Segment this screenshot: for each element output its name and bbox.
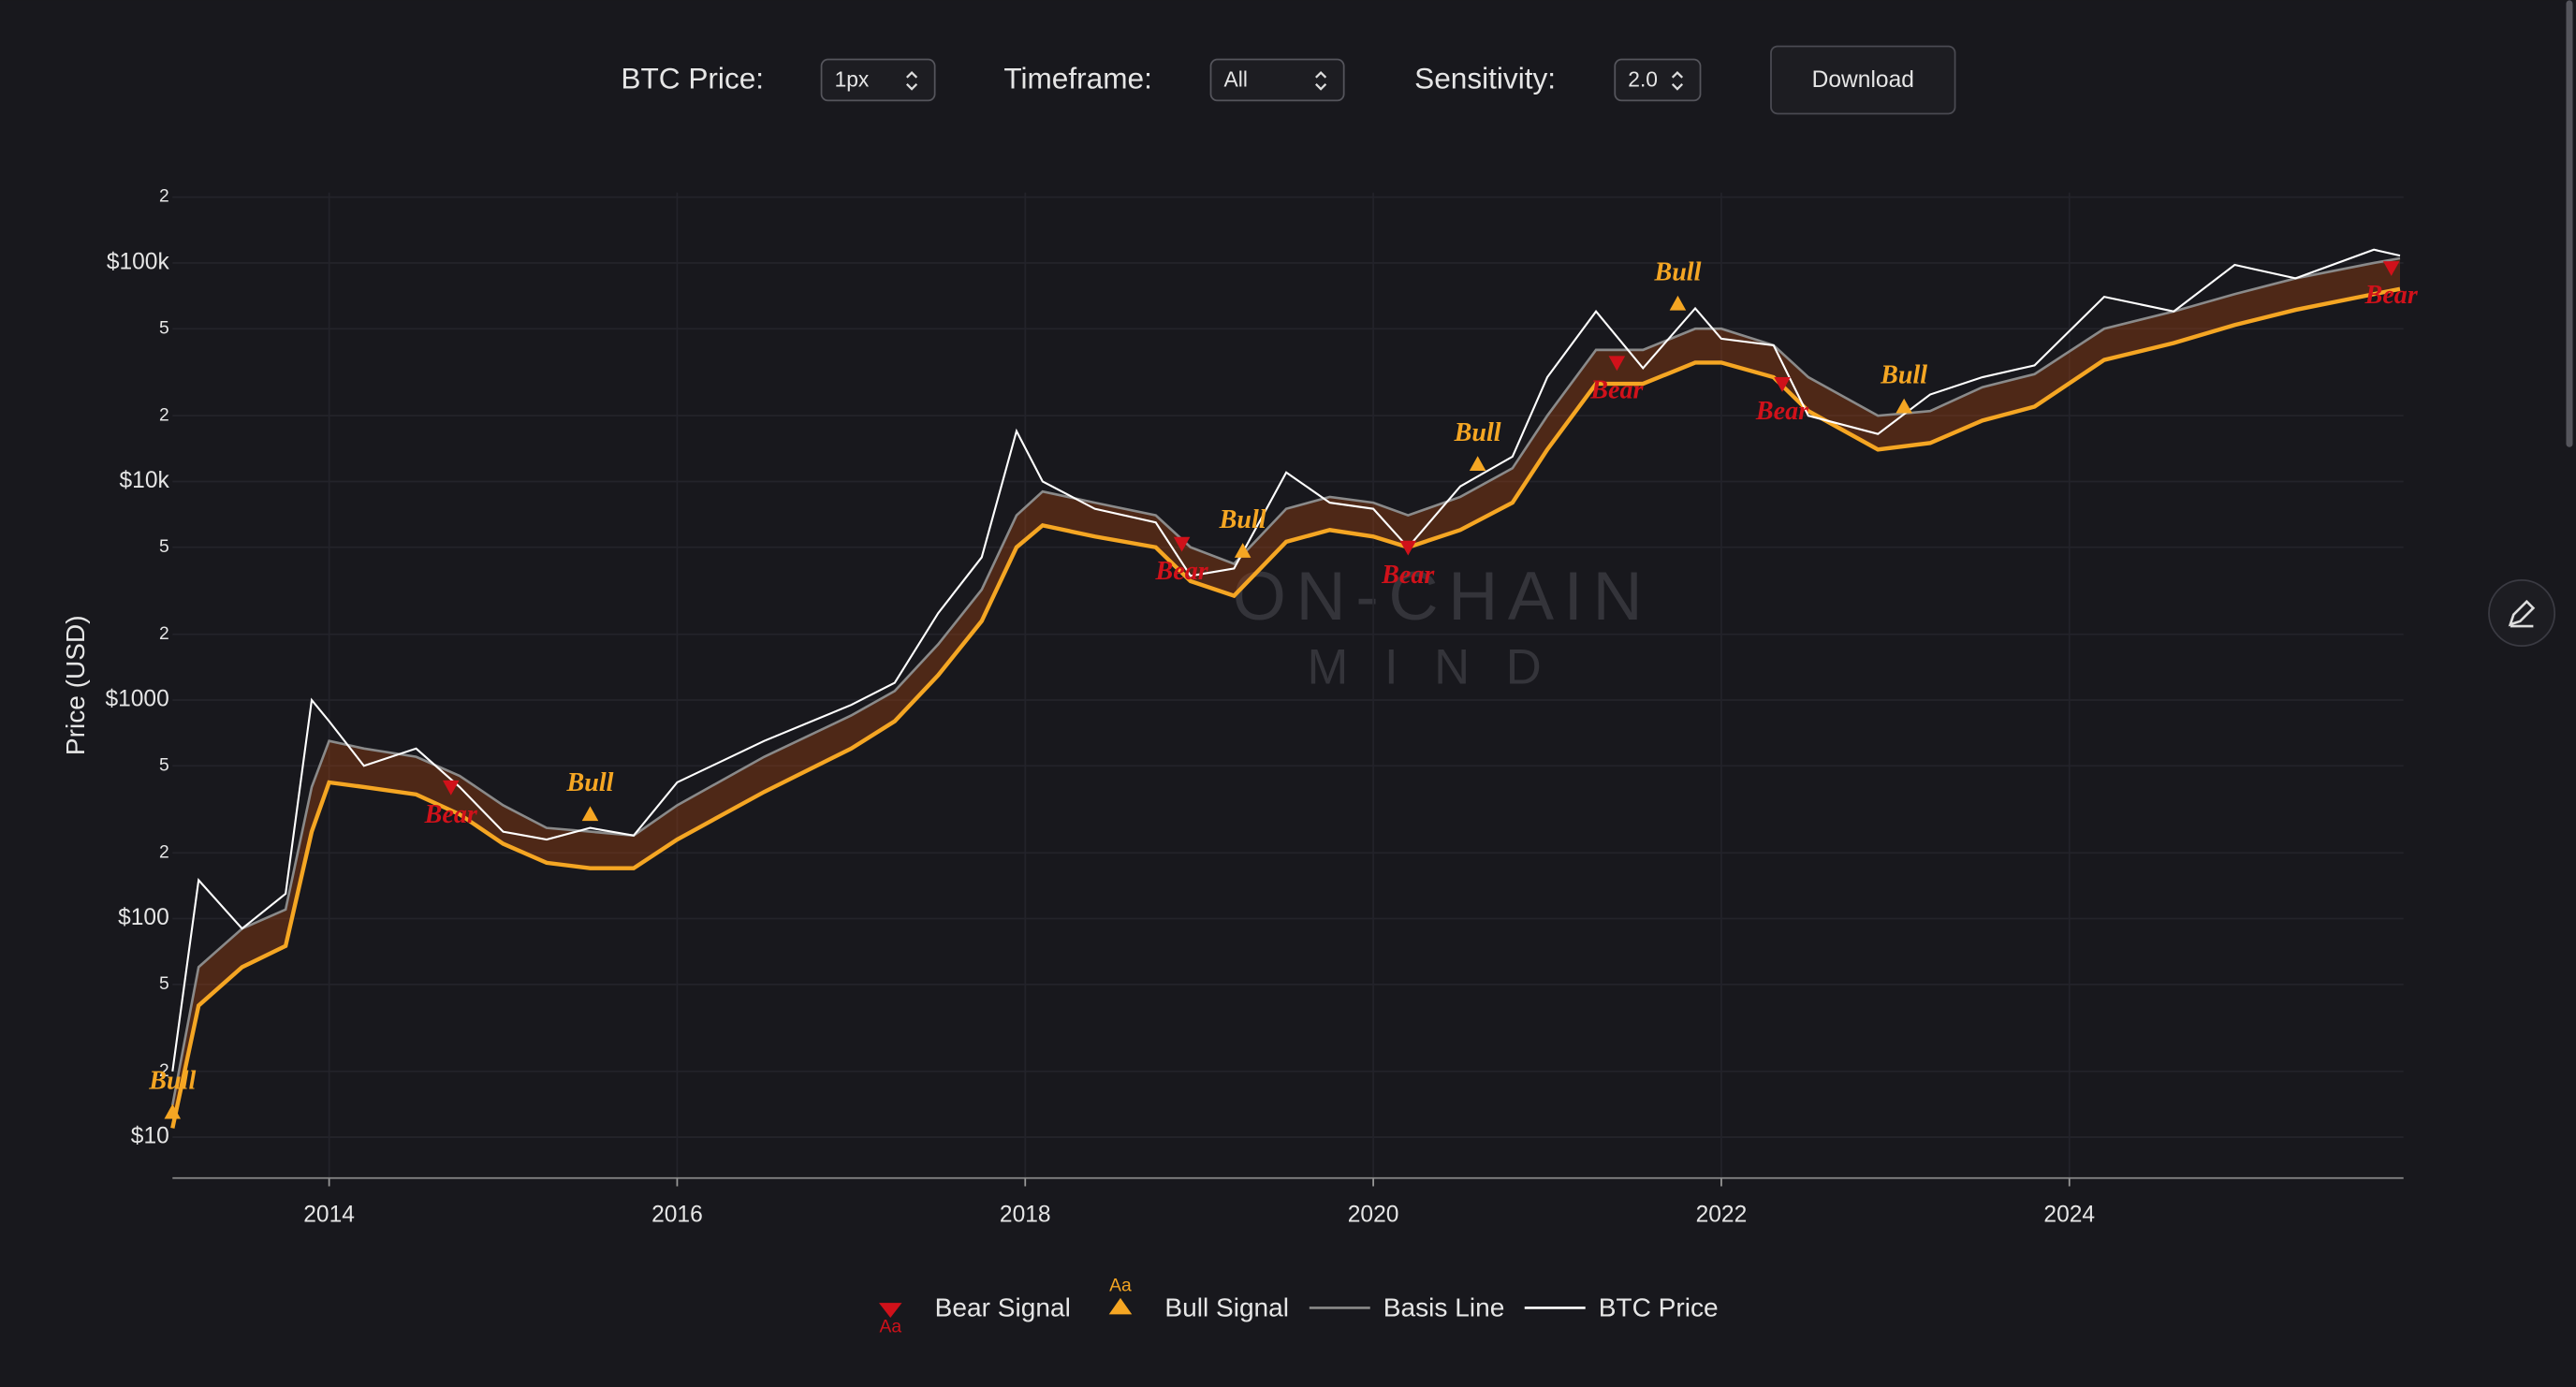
legend-label: Bull Signal bbox=[1164, 1293, 1289, 1322]
select[interactable] bbox=[1209, 58, 1345, 102]
control-label: BTC Price: bbox=[621, 62, 764, 95]
download-button[interactable] bbox=[1770, 45, 1956, 115]
signal-marker bbox=[1234, 543, 1251, 558]
x-tick-label: 2020 bbox=[1348, 1203, 1399, 1228]
signal-label: Bull bbox=[1454, 418, 1501, 447]
signal-marker bbox=[2382, 261, 2400, 276]
signal-label: Bull bbox=[1653, 257, 1701, 286]
y-tick-label: 2 bbox=[159, 842, 169, 862]
signal-marker bbox=[1469, 456, 1486, 472]
watermark: ON-CHAIN bbox=[1233, 557, 1653, 635]
y-tick-label: 5 bbox=[159, 537, 169, 557]
select-arrows bbox=[906, 70, 918, 91]
lower-band bbox=[170, 286, 2401, 1129]
x-tick-label: 2014 bbox=[303, 1203, 355, 1228]
legend-label: Basis Line bbox=[1383, 1293, 1505, 1322]
y-tick-label: 2 bbox=[159, 187, 169, 207]
y-tick-label: 2 bbox=[159, 624, 169, 644]
x-tick-label: 2018 bbox=[1000, 1203, 1051, 1228]
legend-marker bbox=[1108, 1297, 1133, 1315]
select-value[interactable]: 1px bbox=[835, 66, 870, 91]
y-tick-label: $10k bbox=[120, 468, 170, 493]
y-tick-label: 2 bbox=[159, 1061, 169, 1081]
signal-marker bbox=[581, 806, 599, 822]
signal-marker bbox=[1608, 356, 1626, 372]
y-tick-label: $100k bbox=[107, 249, 170, 274]
signal-label: Bear bbox=[1155, 557, 1209, 586]
control-label: Timeframe: bbox=[1003, 62, 1152, 95]
select[interactable] bbox=[820, 58, 936, 102]
y-tick-label: $1000 bbox=[105, 686, 168, 711]
y-tick-label: $10 bbox=[131, 1124, 169, 1149]
select-value[interactable]: All bbox=[1224, 66, 1248, 91]
edit-button[interactable] bbox=[2488, 579, 2556, 647]
signal-label: Bull bbox=[566, 768, 614, 797]
signal-marker bbox=[1399, 540, 1417, 556]
legend-label: BTC Price bbox=[1599, 1293, 1719, 1322]
x-tick-label: 2022 bbox=[1696, 1203, 1748, 1228]
legend-marker-text: Aa bbox=[1109, 1277, 1132, 1296]
legend-marker bbox=[878, 1303, 902, 1318]
signal-marker bbox=[1895, 398, 1912, 414]
watermark: MIND bbox=[1307, 639, 1577, 694]
signal-marker bbox=[1173, 536, 1191, 552]
signal-label: Bear bbox=[1381, 561, 1435, 590]
signal-marker bbox=[164, 1103, 182, 1119]
control-label: Sensitivity: bbox=[1414, 62, 1556, 95]
signal-label: Bear bbox=[1589, 375, 1644, 404]
signal-marker bbox=[1669, 295, 1687, 311]
signal-label: Bull bbox=[1880, 360, 1927, 389]
download-label[interactable]: Download bbox=[1812, 67, 1914, 93]
select[interactable] bbox=[1614, 58, 1702, 102]
signal-label: Bear bbox=[1755, 397, 1809, 426]
signal-label: Bull bbox=[1219, 505, 1266, 534]
legend-label: Bear Signal bbox=[935, 1293, 1071, 1322]
series-line bbox=[170, 256, 2401, 1106]
signal-marker bbox=[1774, 377, 1791, 392]
y-tick-label: 5 bbox=[159, 318, 169, 338]
edit-icon bbox=[2508, 599, 2536, 628]
select-arrows bbox=[1671, 70, 1684, 91]
x-tick-label: 2016 bbox=[651, 1203, 703, 1228]
signal-label: Bear bbox=[2364, 281, 2419, 310]
y-tick-label: $100 bbox=[118, 905, 169, 930]
select-arrows bbox=[1315, 70, 1327, 91]
x-tick-label: 2024 bbox=[2043, 1203, 2095, 1228]
signal-label: Bear bbox=[424, 800, 478, 829]
y-tick-label: 2 bbox=[159, 405, 169, 425]
scrollbar[interactable] bbox=[2566, 0, 2573, 447]
signal-label: Bull bbox=[148, 1066, 196, 1095]
y-tick-label: 5 bbox=[159, 755, 169, 775]
signal-marker bbox=[442, 780, 460, 796]
legend-marker-text: Aa bbox=[879, 1318, 901, 1337]
y-tick-label: 5 bbox=[159, 974, 169, 994]
y-axis-title: Price (USD) bbox=[61, 615, 90, 755]
select-value[interactable]: 2.0 bbox=[1628, 66, 1658, 91]
